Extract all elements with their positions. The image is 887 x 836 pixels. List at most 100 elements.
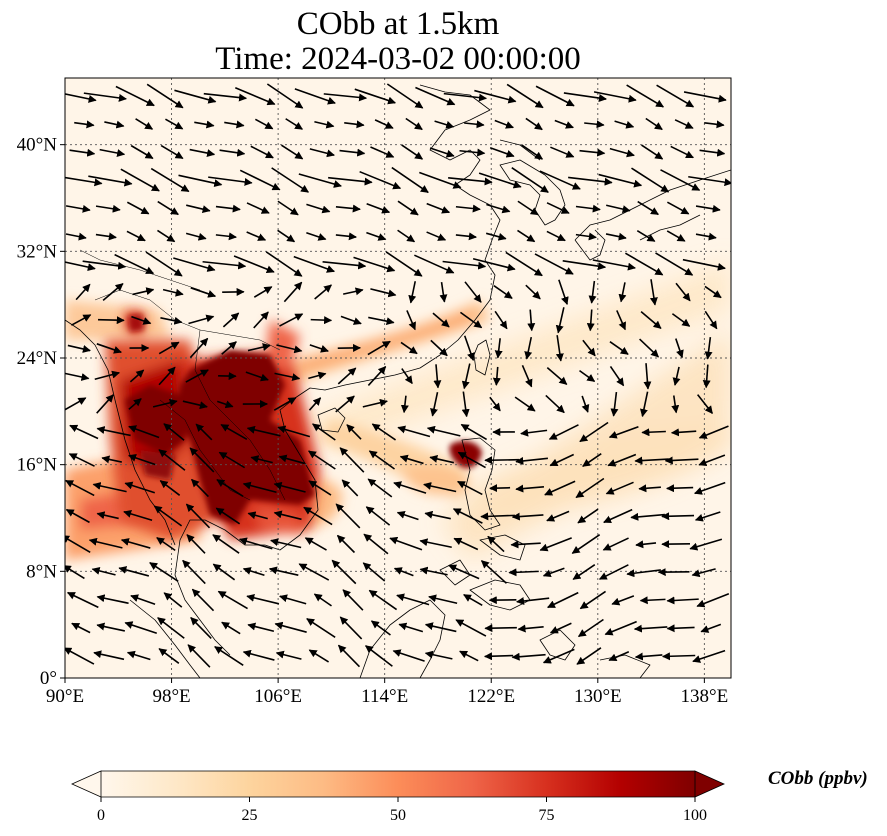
wind-arrow [69, 424, 99, 440]
wind-arrow [485, 232, 507, 241]
wind-arrow [489, 147, 515, 158]
wind-arrow [626, 569, 661, 578]
wind-arrow [74, 120, 95, 129]
wind-arrow [233, 255, 275, 274]
wind-arrow [545, 394, 565, 414]
wind-arrow [506, 83, 544, 109]
lat-tick-label: 8°N [26, 561, 57, 582]
wind-arrow [582, 339, 596, 357]
wind-arrow [639, 338, 659, 358]
wind-arrow [371, 423, 397, 441]
wind-arrow [704, 120, 725, 129]
wind-arrow [253, 286, 273, 298]
wind-arrow [101, 455, 122, 464]
wind-arrow [554, 119, 574, 129]
wind-arrow [614, 120, 635, 129]
wind-arrow [525, 117, 543, 131]
wind-arrow [98, 316, 125, 325]
wind-arrow [609, 365, 625, 387]
wind-arrow [99, 148, 126, 157]
wind-arrow [218, 451, 246, 469]
wind-arrow [397, 425, 431, 438]
wind-arrow [309, 148, 335, 158]
wind-arrow [65, 204, 91, 213]
wind-arrow [423, 482, 457, 493]
wind-arrow [535, 85, 575, 107]
wind-arrow [353, 256, 396, 273]
wind-arrow [672, 366, 681, 386]
wind-arrow [487, 535, 505, 553]
wind-arrow [463, 335, 475, 361]
wind-arrow [386, 83, 424, 109]
wind-arrow [354, 88, 396, 105]
wind-arrow [396, 593, 430, 606]
wind-arrow [195, 423, 213, 441]
wind-arrow [250, 145, 274, 159]
wind-arrow [131, 315, 152, 325]
wind-arrow [631, 167, 670, 193]
wind-arrow [555, 307, 565, 334]
wind-arrow [221, 341, 237, 355]
wind-arrow [633, 624, 668, 633]
wind-arrow [572, 564, 596, 580]
wind-arrow [608, 651, 630, 662]
lon-tick-label: 130°E [574, 686, 622, 707]
wind-arrow [246, 425, 281, 437]
wind-arrow [95, 204, 121, 213]
lat-tick-label: 32°N [17, 241, 58, 262]
wind-arrow [346, 424, 362, 440]
wind-arrow [336, 534, 356, 554]
colorbar: 0 25 50 75 100 [71, 770, 725, 824]
wind-arrow [457, 451, 486, 469]
wind-arrow [368, 450, 395, 470]
wind-arrow [246, 231, 267, 241]
wind-arrow [588, 280, 597, 304]
wind-arrow [115, 85, 155, 107]
wind-arrow [489, 484, 511, 493]
wind-arrow [405, 117, 423, 131]
wind-arrow [579, 148, 606, 157]
wind-arrow [203, 92, 248, 102]
wind-arrow [464, 281, 482, 303]
wind-arrow [666, 230, 686, 242]
wind-arrow [271, 167, 310, 193]
colorbar-tick-label: 25 [242, 807, 258, 824]
lon-tick-label: 98°E [152, 686, 190, 707]
wind-arrow [675, 338, 684, 359]
wind-arrow [392, 649, 425, 662]
wind-arrow [253, 311, 269, 329]
wind-arrow [643, 363, 652, 390]
wind-arrow [335, 503, 361, 529]
wind-arrow [91, 566, 116, 576]
wind-arrow [277, 229, 296, 243]
wind-arrow [671, 313, 691, 327]
wind-arrow [293, 255, 335, 273]
wind-arrow [666, 484, 694, 493]
wind-arrow [478, 172, 522, 189]
wind-arrow [474, 89, 517, 104]
colorbar-label: CObb (ppbv) [768, 768, 868, 789]
wind-arrow [618, 282, 627, 303]
wind-arrow [364, 645, 393, 667]
wind-arrow [189, 447, 215, 473]
wind-arrow [455, 204, 481, 213]
wind-arrow [268, 566, 299, 576]
wind-arrow [511, 512, 544, 521]
wind-arrow [188, 314, 215, 325]
wind-arrow [157, 229, 176, 243]
wind-arrow [692, 649, 726, 663]
wind-arrow [656, 84, 695, 108]
wind-arrow [452, 508, 483, 524]
wind-arrow [75, 283, 91, 301]
wind-arrow [128, 454, 156, 466]
wind-arrow [367, 340, 391, 356]
wind-arrow [298, 563, 330, 581]
wind-arrow [494, 119, 514, 129]
wind-arrow [222, 312, 240, 328]
wind-arrow [158, 366, 176, 386]
wind-arrow [486, 203, 511, 214]
wind-arrow [185, 232, 207, 241]
wind-arrow [123, 510, 153, 522]
wind-arrow [359, 170, 402, 190]
wind-arrow [586, 309, 595, 332]
